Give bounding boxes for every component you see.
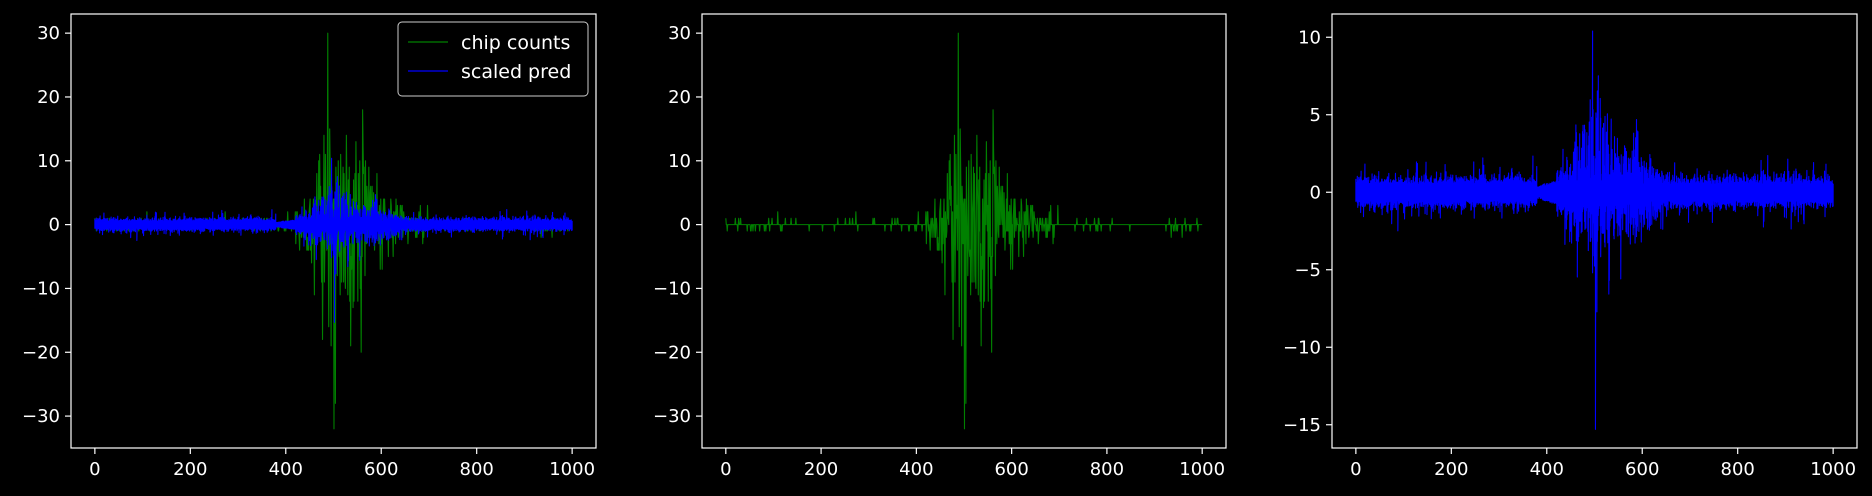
x-tick-label: 200 — [1434, 459, 1468, 480]
y-tick-label: 20 — [37, 87, 60, 108]
axes-frame — [701, 13, 1227, 449]
panel-middle: 0 200 400 600 800 1000 −30 −20 −10 0 10 20 30 — [653, 13, 1227, 480]
y-tick-label: 0 — [1310, 182, 1321, 203]
x-tick-label: 800 — [460, 459, 494, 480]
plot-area — [1355, 30, 1834, 430]
panel-left: 0 200 400 600 800 1000 −30 −20 −10 0 10 20 30 chip co… — [22, 13, 597, 480]
plot-area — [94, 32, 573, 430]
axes-frame — [70, 13, 597, 449]
x-tick-label: 400 — [1530, 459, 1564, 480]
y-tick-label: −30 — [653, 406, 691, 427]
x-tick-label: 600 — [1625, 459, 1659, 480]
x-tick-label: 200 — [804, 459, 838, 480]
x-tick-label: 400 — [899, 459, 933, 480]
y-tick-label: −20 — [22, 342, 60, 363]
y-tick-label: −15 — [1283, 415, 1321, 436]
legend: chip counts scaled pred — [397, 21, 589, 97]
x-tick-label: 1000 — [1179, 459, 1225, 480]
y-tick-label: 30 — [668, 23, 691, 44]
y-tick-label: 5 — [1310, 105, 1321, 126]
y-tick-label: −30 — [22, 406, 60, 427]
axes-frame — [1331, 13, 1858, 449]
y-tick-label: −10 — [22, 278, 60, 299]
panel-right: 0 200 400 600 800 1000 −15 −10 −5 0 5 10 — [1283, 13, 1858, 480]
plot-area — [725, 32, 1203, 430]
y-tick-label: 30 — [37, 23, 60, 44]
x-tick-label: 400 — [269, 459, 303, 480]
y-tick-label: −5 — [1294, 260, 1321, 281]
x-tick-label: 200 — [173, 459, 207, 480]
y-tick-label: −20 — [653, 342, 691, 363]
y-tick-label: 0 — [680, 215, 691, 236]
x-tick-label: 800 — [1721, 459, 1755, 480]
y-tick-label: 10 — [668, 151, 691, 172]
x-tick-label: 0 — [1350, 459, 1361, 480]
x-tick-label: 800 — [1090, 459, 1124, 480]
legend-label: chip counts — [461, 32, 570, 54]
y-tick-label: 0 — [49, 215, 60, 236]
legend-box — [397, 21, 589, 97]
series-line-chip-counts — [725, 32, 1203, 430]
series-line-scaled-pred — [94, 157, 573, 323]
x-tick-label: 600 — [364, 459, 398, 480]
y-tick-label: −10 — [1283, 337, 1321, 358]
x-tick-label: 1000 — [1810, 459, 1856, 480]
legend-label: scaled pred — [461, 61, 571, 83]
y-tick-label: 10 — [37, 151, 60, 172]
y-tick-label: 20 — [668, 87, 691, 108]
x-tick-label: 1000 — [549, 459, 595, 480]
series-line-scaled-pred — [1355, 30, 1834, 430]
y-tick-label: −10 — [653, 278, 691, 299]
x-tick-label: 0 — [89, 459, 100, 480]
y-tick-label: 10 — [1298, 27, 1321, 48]
x-tick-label: 0 — [720, 459, 731, 480]
x-tick-label: 600 — [994, 459, 1028, 480]
